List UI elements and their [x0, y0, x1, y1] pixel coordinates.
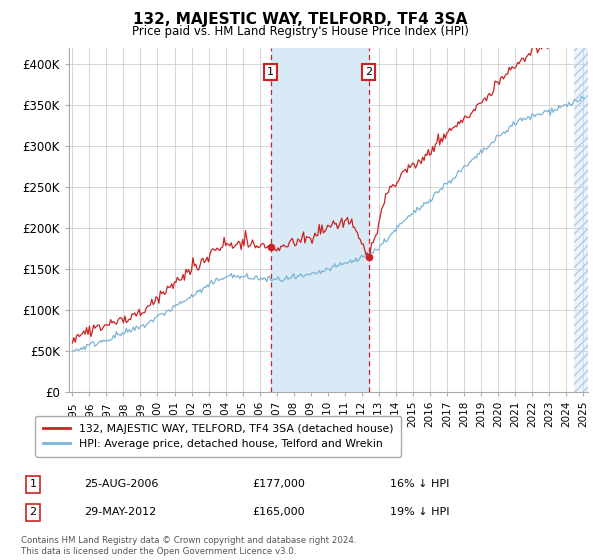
Text: 16% ↓ HPI: 16% ↓ HPI [390, 479, 449, 489]
Legend: 132, MAJESTIC WAY, TELFORD, TF4 3SA (detached house), HPI: Average price, detach: 132, MAJESTIC WAY, TELFORD, TF4 3SA (det… [35, 416, 401, 456]
132, MAJESTIC WAY, TELFORD, TF4 3SA (detached house) [581, 25, 588, 32]
132, MAJESTIC WAY, TELFORD, TF4 3SA (detached house) [512, 63, 520, 69]
132, MAJESTIC WAY, TELFORD, TF4 3SA (detached house) [69, 340, 76, 347]
HPI: Average price, detached house, Telford and Wrekin: (2e+03, 5e+04): Average price, detached house, Telford a… [70, 348, 77, 354]
132, MAJESTIC WAY, TELFORD, TF4 3SA (detached house) [437, 135, 445, 142]
Bar [574, 48, 588, 392]
132, MAJESTIC WAY, TELFORD, TF4 3SA (detached house) [246, 243, 253, 250]
Text: 1: 1 [29, 479, 37, 489]
Text: 2: 2 [29, 507, 37, 517]
HPI: Average price, detached house, Telford and Wrekin: (2.02e+03, 3.3e+05): Average price, detached house, Telford a… [514, 118, 521, 125]
Text: Price paid vs. HM Land Registry's House Price Index (HPI): Price paid vs. HM Land Registry's House … [131, 25, 469, 38]
Text: 29-MAY-2012: 29-MAY-2012 [84, 507, 156, 517]
132, MAJESTIC WAY, TELFORD, TF4 3SA (detached house) [579, 21, 586, 27]
HPI: Average price, detached house, Telford and Wrekin: (2.02e+03, 3.61e+05): Average price, detached house, Telford a… [578, 93, 585, 100]
HPI: Average price, detached house, Telford and Wrekin: (2e+03, 5.01e+04): Average price, detached house, Telford a… [69, 348, 76, 354]
Line: HPI: Average price, detached house, Telford and Wrekin: HPI: Average price, detached house, Telf… [73, 96, 584, 351]
Text: 1: 1 [267, 67, 274, 77]
HPI: Average price, detached house, Telford and Wrekin: (2.02e+03, 2.6e+05): Average price, detached house, Telford a… [449, 176, 456, 183]
Text: 19% ↓ HPI: 19% ↓ HPI [390, 507, 449, 517]
HPI: Average price, detached house, Telford and Wrekin: (2.01e+03, 1.55e+05): Average price, detached house, Telford a… [335, 262, 343, 269]
Text: 132, MAJESTIC WAY, TELFORD, TF4 3SA: 132, MAJESTIC WAY, TELFORD, TF4 3SA [133, 12, 467, 27]
Text: 25-AUG-2006: 25-AUG-2006 [84, 479, 158, 489]
Text: £177,000: £177,000 [252, 479, 305, 489]
HPI: Average price, detached house, Telford and Wrekin: (2.01e+03, 1.38e+05): Average price, detached house, Telford a… [247, 276, 254, 282]
Bar [574, 48, 588, 392]
Text: 2: 2 [365, 67, 372, 77]
Text: Contains HM Land Registry data © Crown copyright and database right 2024.
This d: Contains HM Land Registry data © Crown c… [21, 536, 356, 556]
Bar [271, 48, 368, 392]
Line: 132, MAJESTIC WAY, TELFORD, TF4 3SA (detached house): 132, MAJESTIC WAY, TELFORD, TF4 3SA (det… [73, 24, 584, 343]
HPI: Average price, detached house, Telford and Wrekin: (2.03e+03, 3.59e+05): Average price, detached house, Telford a… [581, 95, 588, 101]
HPI: Average price, detached house, Telford and Wrekin: (2.02e+03, 2.61e+05): Average price, detached house, Telford a… [452, 174, 459, 181]
132, MAJESTIC WAY, TELFORD, TF4 3SA (detached house) [450, 124, 457, 130]
132, MAJESTIC WAY, TELFORD, TF4 3SA (detached house) [334, 225, 341, 232]
132, MAJESTIC WAY, TELFORD, TF4 3SA (detached house) [448, 127, 455, 134]
HPI: Average price, detached house, Telford and Wrekin: (2.02e+03, 2.47e+05): Average price, detached house, Telford a… [439, 186, 446, 193]
Text: £165,000: £165,000 [252, 507, 305, 517]
